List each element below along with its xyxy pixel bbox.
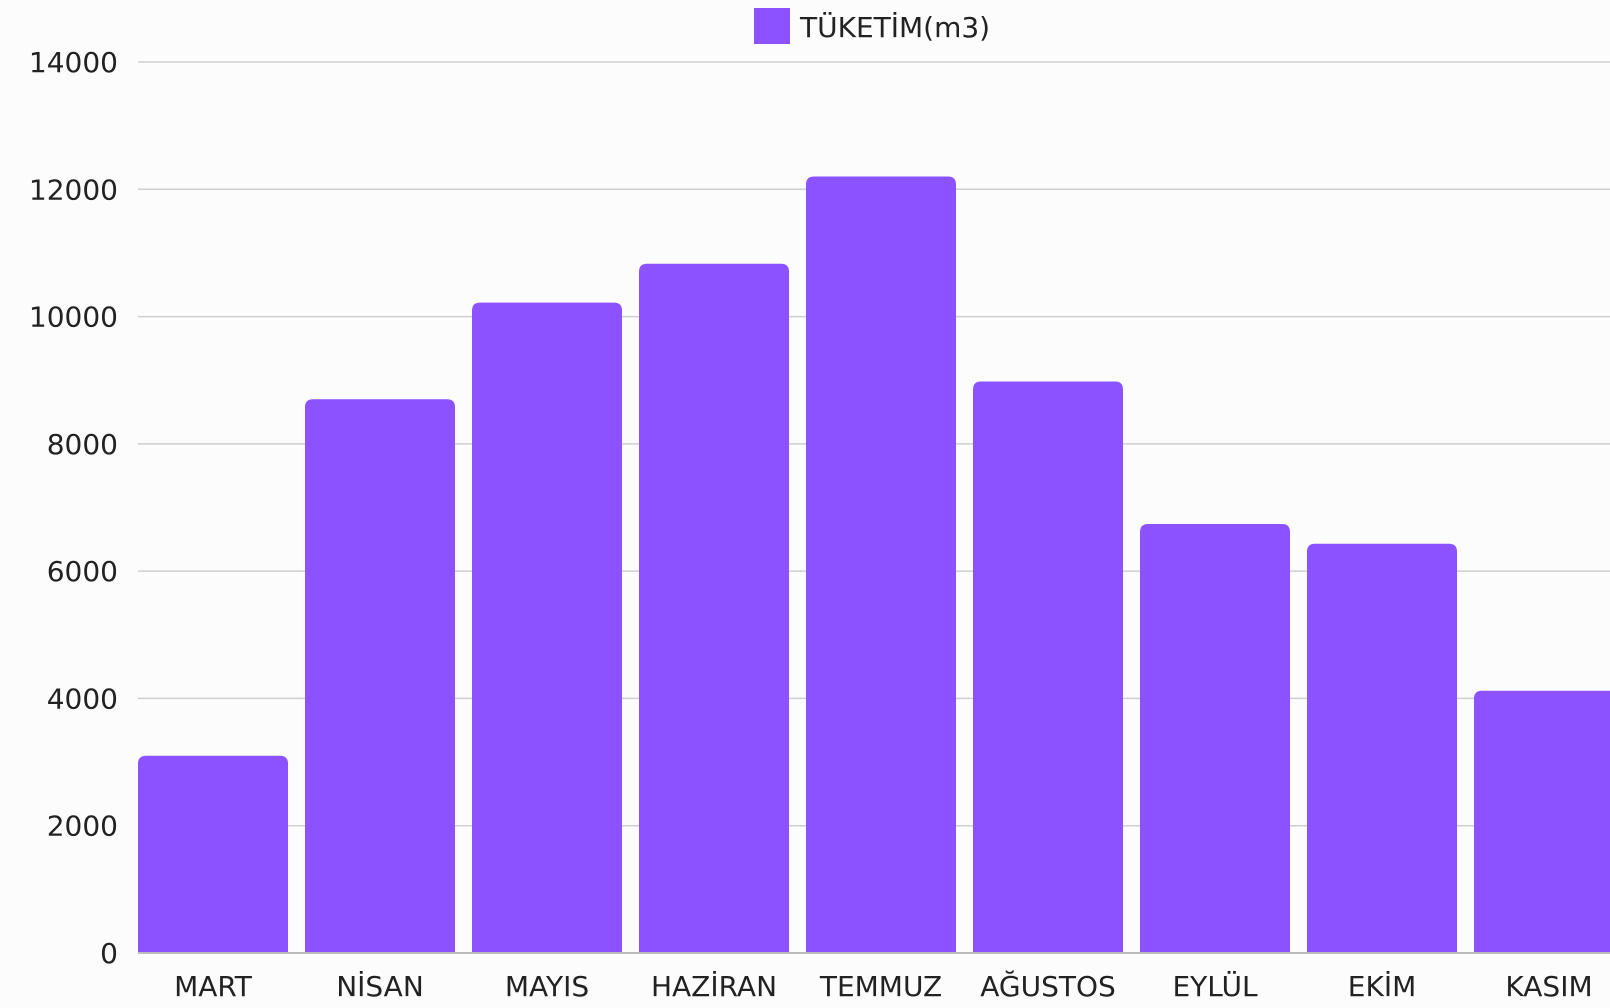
x-tick-label: MAYIS — [505, 970, 589, 1003]
x-axis-labels: MART NİSAN MAYIS HAZİRAN TEMMUZ AĞUSTOS EYLÜL E… — [174, 969, 1593, 1003]
legend-swatch — [754, 8, 790, 44]
y-axis-ticks: 0 2000 4000 6000 8000 10000 12000 14000 — [29, 46, 118, 970]
chart-legend: TÜKETİM(m3) — [754, 8, 990, 44]
bar-9 — [1474, 690, 1610, 953]
x-tick-label: AĞUSTOS — [980, 969, 1116, 1003]
x-tick-label: HAZİRAN — [651, 970, 777, 1003]
bar-2 — [305, 399, 455, 953]
x-tick-label: KASIM — [1505, 970, 1592, 1003]
y-tick-label: 6000 — [47, 555, 118, 588]
x-tick-label: MART — [174, 970, 253, 1003]
y-tick-label: 0 — [100, 937, 118, 970]
bar-3 — [472, 302, 622, 953]
y-tick-label: 2000 — [47, 810, 118, 843]
bar-6 — [973, 381, 1123, 953]
bar-1 — [138, 755, 288, 953]
x-tick-label: EYLÜL — [1172, 969, 1257, 1003]
x-tick-label: EKİM — [1348, 970, 1416, 1003]
legend-label: TÜKETİM(m3) — [799, 10, 990, 44]
y-tick-label: 10000 — [29, 301, 118, 334]
bar-7 — [1140, 524, 1290, 953]
y-tick-label: 8000 — [47, 428, 118, 461]
bar-8 — [1307, 543, 1457, 953]
bars — [138, 176, 1610, 954]
x-tick-label: NİSAN — [336, 970, 424, 1003]
y-tick-label: 12000 — [29, 173, 118, 206]
x-tick-label: TEMMUZ — [819, 970, 942, 1003]
y-tick-label: 14000 — [29, 46, 118, 79]
bar-5 — [806, 176, 956, 954]
bar-4 — [639, 263, 789, 953]
y-tick-label: 4000 — [47, 682, 118, 715]
